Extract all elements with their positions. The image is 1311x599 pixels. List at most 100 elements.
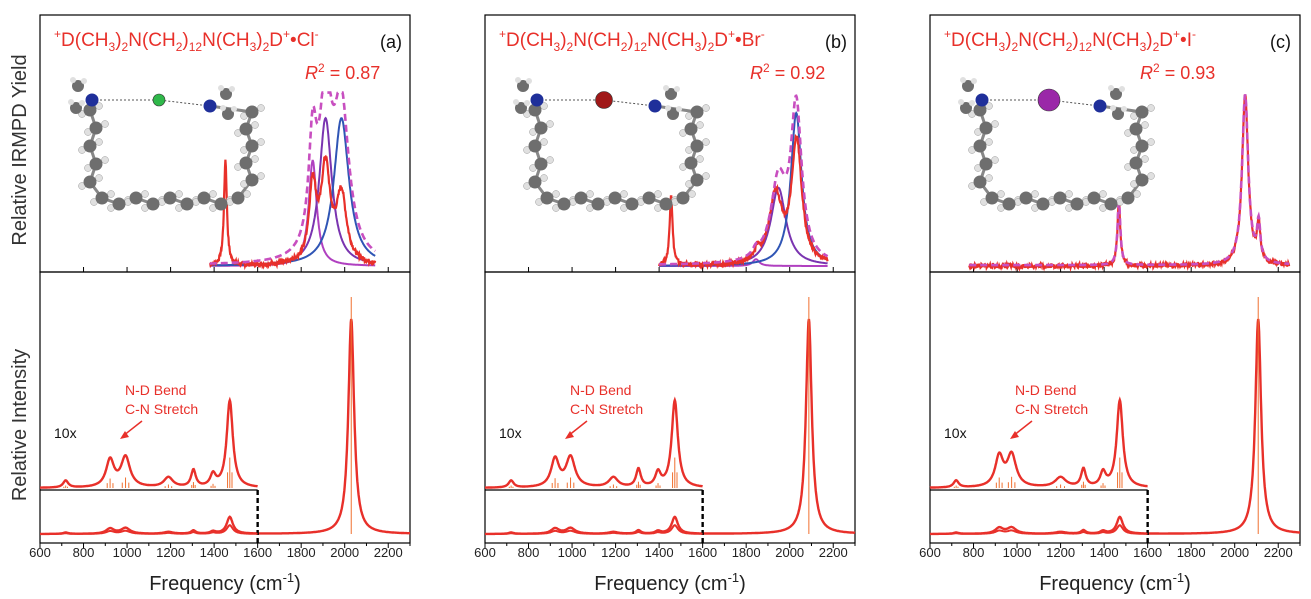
calculated-spectrum-line [930, 318, 1300, 536]
hydrogen-atom [676, 106, 682, 112]
hydrogen-atom [68, 99, 74, 105]
annotation-cn-stretch: C-N Stretch [570, 401, 643, 417]
x-tick-label: 1200 [1046, 545, 1075, 560]
irmpd-fit-sum-line [969, 94, 1290, 267]
fit-band-1 [209, 159, 376, 267]
carbon-atom [245, 105, 259, 119]
fit-band-3 [209, 117, 376, 267]
anion-atom [595, 91, 613, 109]
x-tick-label: 2200 [374, 545, 403, 560]
hydrogen-atom [231, 106, 237, 112]
carbon-atom [1104, 197, 1118, 211]
hydrogen-atom [696, 121, 704, 129]
x-tick-label: 1000 [1003, 545, 1032, 560]
hydrogen-atom [1141, 155, 1149, 163]
x-tick-label: 1600 [1133, 545, 1162, 560]
compound-formula: +D(CH3)2N(CH2)12N(CH3)2D+•Br- [499, 27, 765, 54]
hydrogen-atom [674, 86, 680, 92]
hydrogen-bond-right [158, 99, 211, 107]
hydrogen-atom [1147, 172, 1155, 180]
r-squared-label: R2 = 0.93 [1140, 61, 1215, 83]
carbon-atom [83, 175, 97, 189]
carbon-atom [979, 121, 993, 135]
hydrogen-atom [526, 78, 532, 84]
hydrogen-atom [1141, 121, 1149, 129]
x-tick-label: 800 [518, 545, 540, 560]
carbon-atom [1135, 173, 1149, 187]
x-axis-label: Frequency (cm-1) [1039, 570, 1191, 595]
x-tick-label: 600 [474, 545, 496, 560]
carbon-atom [574, 191, 588, 205]
annotation-arrowhead [565, 431, 574, 439]
carbon-atom [146, 197, 160, 211]
carbon-atom [979, 157, 993, 171]
x-tick-label: 1600 [688, 545, 717, 560]
bottom-plot-frame [39, 271, 411, 544]
carbon-atom [684, 156, 698, 170]
annotation-arrowhead [1010, 431, 1019, 439]
carbon-atom [962, 80, 974, 92]
molecule-structure [513, 77, 710, 212]
hydrogen-atom [620, 190, 628, 198]
unscaled-spectrum-line [40, 524, 258, 535]
hydrogen-atom [218, 85, 224, 91]
hydrogen-atom [220, 105, 226, 111]
x-tick-label: 2000 [775, 545, 804, 560]
hydrogen-atom [971, 78, 977, 84]
carbon-atom [659, 197, 673, 211]
carbon-atom [1070, 197, 1084, 211]
hydrogen-atom [1121, 106, 1127, 112]
hydrogen-atom [79, 100, 85, 106]
irmpd-fit-sum-line [209, 91, 376, 265]
carbon-atom [690, 105, 704, 119]
carbon-atom [667, 108, 679, 120]
x-axis-label: Frequency (cm-1) [594, 570, 746, 595]
carbon-atom [973, 139, 987, 153]
x-tick-label: 2000 [330, 545, 359, 560]
compound-formula: +D(CH3)2N(CH2)12N(CH3)2D+•Cl- [54, 27, 319, 54]
x-tick-label: 1800 [287, 545, 316, 560]
hydrogen-atom [991, 156, 999, 164]
hydrogen-atom [985, 174, 993, 182]
carbon-atom [534, 121, 548, 135]
carbon-atom [1112, 108, 1124, 120]
hydrogen-atom [702, 138, 710, 146]
carbon-atom [129, 191, 143, 205]
nitrogen-atom [975, 93, 989, 107]
irmpd-fit-sum-line [659, 94, 829, 266]
hydrogen-atom [141, 190, 149, 198]
carbon-atom [1135, 105, 1149, 119]
panel-label: (c) [1270, 32, 1291, 52]
hydrogen-atom [985, 138, 993, 146]
carbon-atom [89, 121, 103, 135]
hydrogen-atom [702, 104, 710, 112]
hydrogen-atom [70, 77, 76, 83]
carbon-atom [83, 103, 97, 117]
x-tick-label: 800 [73, 545, 95, 560]
carbon-atom [642, 191, 656, 205]
carbon-atom [690, 139, 704, 153]
calculated-spectrum-line [485, 318, 856, 536]
hydrogen-atom [985, 102, 993, 110]
carbon-atom [960, 102, 972, 114]
carbon-atom [973, 103, 987, 117]
annotation-arrowhead [120, 431, 129, 439]
hydrogen-atom [257, 138, 265, 146]
x-tick-label: 2000 [1220, 545, 1249, 560]
nitrogen-atom [85, 93, 99, 107]
hydrogen-atom [1147, 104, 1155, 112]
hydrogen-atom [1147, 138, 1155, 146]
carbon-atom [197, 191, 211, 205]
carbon-atom [1135, 139, 1149, 153]
carbon-atom [1121, 191, 1135, 205]
x-tick-label: 1600 [243, 545, 272, 560]
hydrogen-atom [515, 77, 521, 83]
carbon-atom [608, 191, 622, 205]
x-tick-label: 2200 [1264, 545, 1293, 560]
anion-atom [1037, 88, 1061, 112]
x-tick-label: 1400 [200, 545, 229, 560]
inset-scale-label: 10x [499, 425, 522, 441]
hydrogen-atom [702, 172, 710, 180]
carbon-atom [1036, 197, 1050, 211]
y-axis-label-bottom: Relative Intensity [9, 349, 31, 501]
